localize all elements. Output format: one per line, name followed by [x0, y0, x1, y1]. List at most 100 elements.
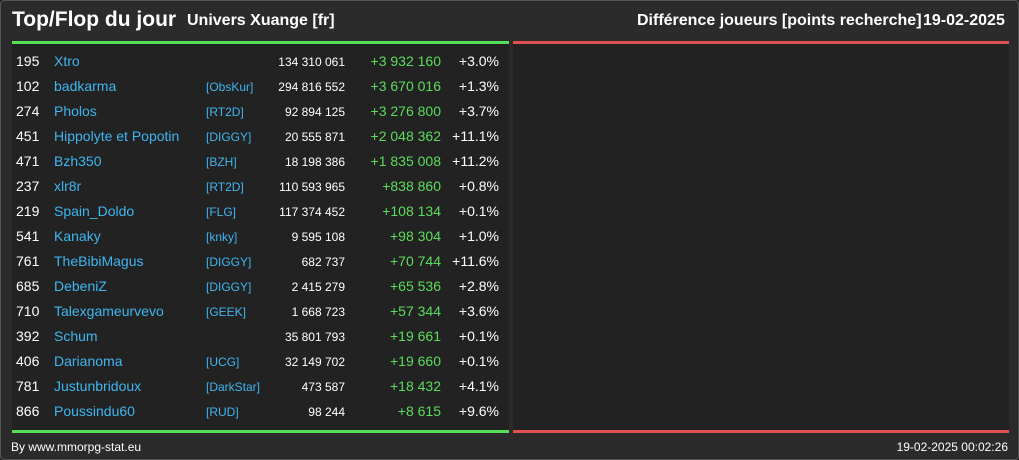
percent-cell: +11.2%	[452, 153, 499, 169]
percent-cell: +9.6%	[458, 403, 499, 419]
player-link[interactable]: Pholos	[54, 103, 97, 119]
table-row: 274 Pholos [RT2D] 92 894 125 +3 276 800 +3.7%	[12, 99, 509, 124]
table-row: 237 xlr8r [RT2D] 110 593 965 +838 860 +0.8%	[12, 174, 509, 199]
rank-cell: 781	[16, 378, 40, 394]
points-cell: 134 310 061	[278, 55, 345, 69]
percent-cell: +0.1%	[458, 203, 499, 219]
site-credit-link[interactable]: By www.mmorpg-stat.eu	[11, 440, 142, 454]
alliance-link[interactable]: [DarkStar]	[206, 380, 261, 394]
alliance-link[interactable]: [DIGGY]	[206, 130, 252, 144]
table-row: 219 Spain_Doldo [FLG] 117 374 452 +108 134 +0…	[12, 199, 509, 224]
diff-cell: +1 835 008	[370, 153, 441, 169]
points-cell: 117 374 452	[279, 205, 345, 219]
flop-panel	[513, 41, 1009, 433]
rank-cell: 195	[16, 53, 40, 69]
player-link[interactable]: Poussindu60	[54, 403, 135, 419]
points-cell: 473 587	[301, 380, 345, 394]
diff-cell: +57 344	[390, 303, 441, 319]
top-panel-bottom-bar	[12, 430, 509, 433]
top-panel-top-bar	[12, 41, 509, 44]
alliance-link[interactable]: [GEEK]	[206, 305, 247, 319]
diff-cell: +3 932 160	[370, 53, 441, 69]
alliance-link[interactable]: [RT2D]	[206, 105, 244, 119]
diff-cell: +3 276 800	[370, 103, 441, 119]
player-link[interactable]: Schum	[54, 328, 98, 344]
percent-cell: +11.1%	[452, 128, 499, 144]
rank-cell: 406	[16, 353, 40, 369]
points-cell: 98 244	[308, 405, 345, 419]
player-link[interactable]: Darianoma	[54, 353, 123, 369]
player-link[interactable]: Xtro	[54, 53, 80, 69]
player-link[interactable]: Justunbridoux	[54, 378, 142, 394]
points-cell: 92 894 125	[284, 105, 345, 119]
table-row: 102 badkarma [ObsKur] 294 816 552 +3 670 016…	[12, 74, 509, 99]
universe-label: Univers Xuange [fr]	[187, 12, 335, 29]
rank-cell: 866	[16, 403, 40, 419]
widget-title: Top/Flop du jour	[12, 8, 177, 31]
top-list: 195 Xtro 134 310 061 +3 932 160 +3.0% 102 badk…	[12, 49, 509, 424]
player-link[interactable]: Hippolyte et Popotin	[54, 128, 180, 144]
player-link[interactable]: badkarma	[54, 78, 117, 94]
points-cell: 294 816 552	[278, 80, 345, 94]
top-panel: 195 Xtro 134 310 061 +3 932 160 +3.0% 102 badk…	[12, 41, 509, 433]
points-cell: 32 149 702	[284, 355, 345, 369]
table-row: 195 Xtro 134 310 061 +3 932 160 +3.0%	[12, 49, 509, 74]
diff-cell: +3 670 016	[370, 78, 441, 94]
diff-cell: +838 860	[382, 178, 441, 194]
points-cell: 20 555 871	[284, 130, 345, 144]
diff-cell: +8 615	[397, 403, 441, 419]
rank-cell: 761	[16, 253, 40, 269]
rank-cell: 471	[16, 153, 40, 169]
percent-cell: +0.8%	[458, 178, 499, 194]
table-row: 685 DebeniZ [DIGGY] 2 415 279 +65 536 +2.8%	[12, 274, 509, 299]
percent-cell: +4.1%	[458, 378, 499, 394]
percent-cell: +0.1%	[458, 328, 499, 344]
percent-cell: +3.7%	[458, 103, 499, 119]
alliance-link[interactable]: [DIGGY]	[206, 280, 252, 294]
alliance-link[interactable]: [FLG]	[206, 205, 237, 219]
table-row: 406 Darianoma [UCG] 32 149 702 +19 660 +0.1%	[12, 349, 509, 374]
metric-label: Différence joueurs [points recherche]	[637, 12, 922, 29]
alliance-link[interactable]: [DIGGY]	[206, 255, 252, 269]
percent-cell: +3.0%	[458, 53, 499, 69]
player-link[interactable]: Kanaky	[54, 228, 101, 244]
points-cell: 35 801 793	[284, 330, 345, 344]
player-link[interactable]: Talexgameurvevo	[54, 303, 164, 319]
table-row: 781 Justunbridoux [DarkStar] 473 587 +18 432…	[12, 374, 509, 399]
alliance-link[interactable]: [ObsKur]	[206, 80, 254, 94]
alliance-link[interactable]: [UCG]	[206, 355, 240, 369]
rank-cell: 451	[16, 128, 40, 144]
alliance-link[interactable]: [knky]	[206, 230, 238, 244]
alliance-link[interactable]: [BZH]	[206, 155, 237, 169]
diff-cell: +70 744	[390, 253, 441, 269]
header: Top/Flop du jour Univers Xuange [fr] Dif…	[1, 1, 1018, 41]
diff-cell: +65 536	[390, 278, 441, 294]
diff-cell: +19 661	[390, 328, 441, 344]
points-cell: 682 737	[301, 255, 345, 269]
table-row: 710 Talexgameurvevo [GEEK] 1 668 723 +57 344…	[12, 299, 509, 324]
alliance-link[interactable]: [RT2D]	[206, 180, 244, 194]
points-cell: 2 415 279	[291, 280, 345, 294]
percent-cell: +2.8%	[458, 278, 499, 294]
diff-cell: +18 432	[390, 378, 441, 394]
table-row: 451 Hippolyte et Popotin [DIGGY] 20 555 871…	[12, 124, 509, 149]
diff-cell: +2 048 362	[370, 128, 441, 144]
rank-cell: 102	[16, 78, 40, 94]
player-link[interactable]: DebeniZ	[54, 278, 107, 294]
rank-cell: 274	[16, 103, 40, 119]
rank-cell: 392	[16, 328, 40, 344]
player-link[interactable]: xlr8r	[54, 178, 82, 194]
diff-cell: +98 304	[390, 228, 441, 244]
percent-cell: +3.6%	[458, 303, 499, 319]
diff-cell: +19 660	[390, 353, 441, 369]
player-link[interactable]: Spain_Doldo	[54, 203, 135, 219]
update-timestamp: 19-02-2025 00:02:26	[896, 440, 1008, 454]
alliance-link[interactable]: [RUD]	[206, 405, 239, 419]
rank-cell: 685	[16, 278, 40, 294]
points-cell: 18 198 386	[284, 155, 345, 169]
table-row: 541 Kanaky [knky] 9 595 108 +98 304 +1.0%	[12, 224, 509, 249]
player-link[interactable]: TheBibiMagus	[54, 253, 144, 269]
player-link[interactable]: Bzh350	[54, 153, 102, 169]
rank-cell: 219	[16, 203, 40, 219]
